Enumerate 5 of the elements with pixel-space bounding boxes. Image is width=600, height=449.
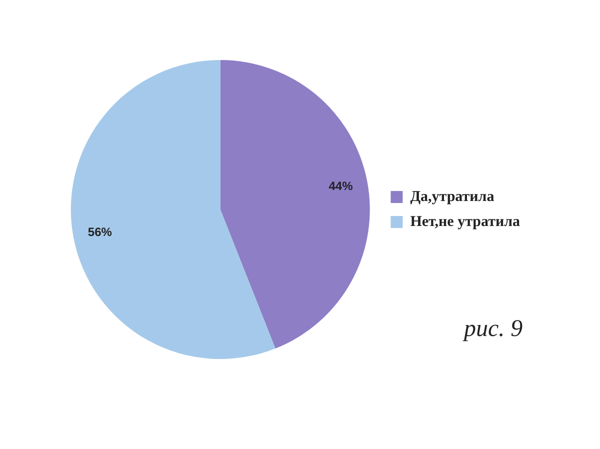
data-label: 56% [88, 224, 112, 239]
data-label: 44% [328, 178, 354, 193]
text: рис. 9 [464, 316, 523, 343]
legend-label: Да,утратила [410, 188, 495, 205]
legend-label: Нет,не утратила [410, 214, 520, 230]
